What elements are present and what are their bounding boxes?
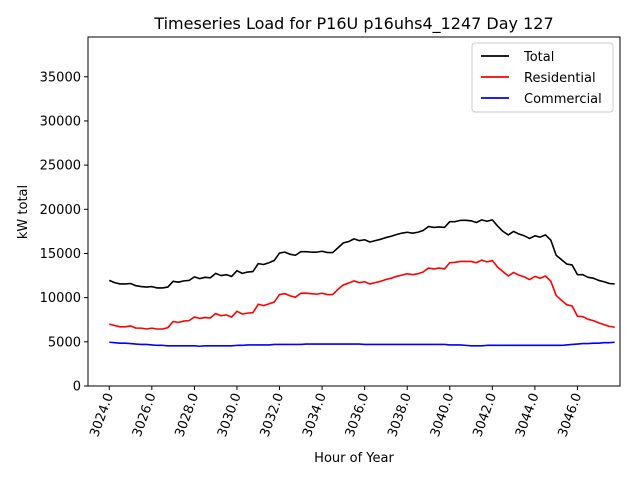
chart-title: Timeseries Load for P16U p16uhs4_1247 Da… <box>153 14 553 34</box>
y-tick-label: 35000 <box>40 70 81 85</box>
series-line-commercial <box>109 341 615 348</box>
y-tick-label: 5000 <box>48 335 81 350</box>
axes-layer <box>87 36 621 387</box>
y-tick-label: 30000 <box>40 114 81 129</box>
y-tick-label: 10000 <box>40 291 81 306</box>
series-line-residential <box>109 259 615 330</box>
y-axis-label: kW total <box>16 185 31 239</box>
legend-label-residential: Residential <box>524 71 596 86</box>
series-layer <box>108 219 615 348</box>
y-tick-label: 15000 <box>40 247 81 262</box>
legend-label-total: Total <box>523 50 554 65</box>
y-tick-label: 25000 <box>40 159 81 174</box>
legend: Total Residential Commercial <box>471 42 614 113</box>
series-line-total <box>108 219 615 289</box>
y-tick-label: 0 <box>73 380 81 395</box>
plot-frame <box>87 36 621 387</box>
legend-label-commercial: Commercial <box>524 92 602 107</box>
x-axis-label: Hour of Year <box>314 451 394 466</box>
y-tick-label: 20000 <box>40 203 81 218</box>
legend-box <box>471 42 614 113</box>
